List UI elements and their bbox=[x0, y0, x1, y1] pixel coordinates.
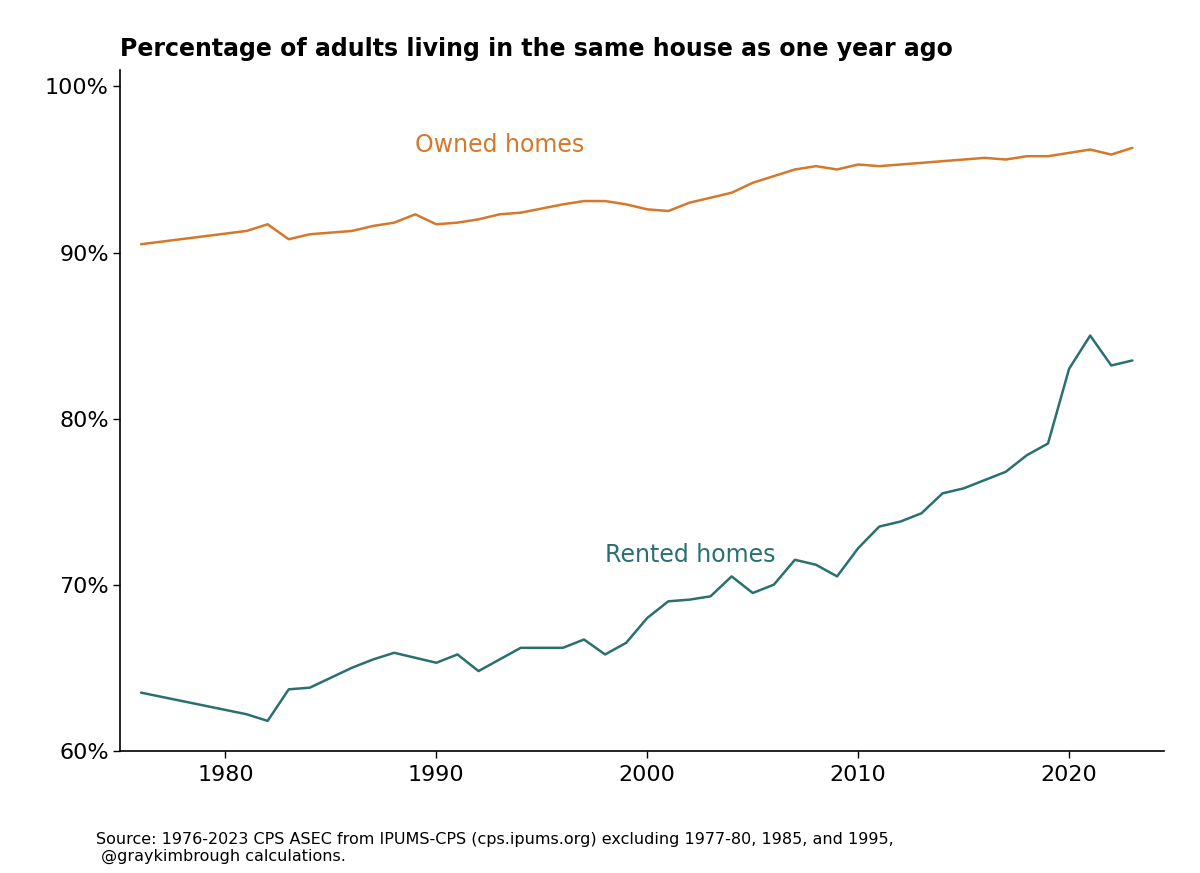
Text: Source: 1976-2023 CPS ASEC from IPUMS-CPS (cps.ipums.org) excluding 1977-80, 198: Source: 1976-2023 CPS ASEC from IPUMS-CP… bbox=[96, 832, 894, 864]
Text: Percentage of adults living in the same house as one year ago: Percentage of adults living in the same … bbox=[120, 37, 953, 61]
Text: Rented homes: Rented homes bbox=[605, 543, 775, 567]
Text: Owned homes: Owned homes bbox=[415, 133, 584, 156]
